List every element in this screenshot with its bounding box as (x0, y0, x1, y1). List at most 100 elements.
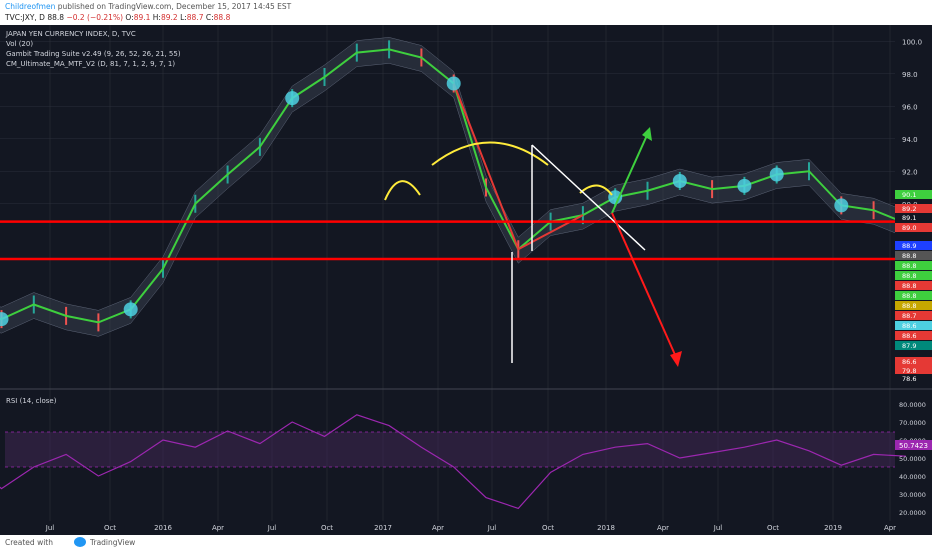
price-label: 88.8 (902, 262, 916, 270)
price-layer (0, 37, 907, 337)
x-tick-label: Oct (767, 524, 779, 532)
publish-header: Childreofmen published on TradingView.co… (0, 0, 932, 25)
price-label: 88.7 (902, 312, 916, 320)
price-change: −0.2 (−0.21%) (66, 13, 123, 22)
signal-marker (769, 167, 784, 182)
y-tick-label: 92.0 (902, 168, 918, 176)
price-label-badge (895, 291, 932, 300)
price-label: 88.8 (902, 272, 916, 280)
price-label-badge (895, 311, 932, 320)
legend-cm-ma: CM_Ultimate_MA_MTF_V2 (D, 81, 7, 1, 2, 9… (6, 60, 175, 68)
ohlc-line: TVC:JXY, D 88.8 −0.2 (−0.21%) O:89.1 H:8… (5, 13, 230, 22)
x-tick-label: Apr (212, 524, 224, 532)
price-label: 88.8 (902, 252, 916, 260)
x-tick-label: Jul (713, 524, 723, 532)
author-link[interactable]: Childreofmen (5, 2, 56, 11)
price-label: 89.2 (902, 205, 916, 213)
price-label-badge (895, 223, 932, 232)
price-label-badge (895, 331, 932, 340)
price-label: 88.8 (902, 282, 916, 290)
signal-marker (446, 76, 461, 91)
grid-lines (0, 25, 895, 521)
price-label-badge (895, 366, 932, 375)
close-value: 88.8 (213, 13, 231, 22)
x-tick-label: 2017 (374, 524, 392, 532)
published-text: published on TradingView.com, December 1… (55, 2, 292, 11)
low-label: L: (180, 13, 187, 22)
rsi-tick-label: 50.0000 (899, 455, 926, 463)
y-tick-label: 96.0 (902, 103, 918, 111)
rsi-current-label: 50.7423 (899, 442, 928, 450)
rsi-series (0, 414, 906, 510)
open-value: 89.1 (133, 13, 151, 22)
price-pane-background (0, 25, 932, 535)
legend-gambit: Gambit Trading Suite v2.49 (9, 26, 52, 2… (6, 50, 181, 58)
publish-line: Childreofmen published on TradingView.co… (5, 2, 291, 11)
bearish-arrow (611, 212, 677, 358)
x-tick-label: Jul (45, 524, 55, 532)
bearish-arrowhead (670, 351, 682, 367)
price-label-badge (895, 261, 932, 270)
low-value: 88.7 (186, 13, 204, 22)
rsi-current-badge (895, 440, 932, 450)
time-axis: Jul Oct 2016 Apr Jul Oct 2017 Apr Jul Oct 2018 Apr J… (45, 524, 896, 532)
x-tick-label: Oct (321, 524, 333, 532)
x-tick-label: Apr (884, 524, 896, 532)
open-label: O: (125, 13, 134, 22)
rsi-pane: RSI (14, close) 80.000070.000060.000050.… (0, 397, 932, 517)
y-tick-label: 98.0 (902, 71, 918, 79)
signal-marker (834, 198, 849, 213)
price-label-badge (895, 190, 932, 199)
tradingview-brand[interactable]: TradingView (90, 538, 136, 547)
price-label-badge (895, 357, 932, 366)
price-label-badge (895, 251, 932, 260)
price-label-badge (895, 301, 932, 310)
bullish-arrowhead (642, 127, 652, 141)
x-tick-label: Apr (657, 524, 669, 532)
price-label: 86.6 (902, 358, 916, 366)
indicator-legend: JAPAN YEN CURRENCY INDEX, D, TVC Vol (20… (5, 30, 181, 68)
price-label: 88.8 (902, 292, 916, 300)
ma-line-red (452, 83, 584, 251)
signal-marker (123, 302, 138, 317)
signal-marker (737, 178, 752, 193)
legend-volume: Vol (20) (6, 40, 33, 48)
left-shoulder-arc (384, 180, 421, 201)
close-label: C: (205, 13, 214, 22)
price-label-badge (895, 321, 932, 330)
x-tick-label: Oct (542, 524, 554, 532)
right-shoulder-arc (579, 184, 613, 196)
price-label: 90.1 (902, 191, 916, 199)
price-label: 88.8 (902, 302, 916, 310)
x-tick-label: 2018 (597, 524, 615, 532)
price-label-badge (895, 241, 932, 250)
price-label-badge (895, 213, 932, 222)
y-tick-label: 94.0 (902, 136, 918, 144)
rsi-band (5, 432, 895, 467)
rsi-line (0, 414, 906, 510)
price-labels: 90.1 89.289.1 89.0 88.9 88.8 88.8 88.8 88.8 88.8… (895, 190, 932, 383)
legend-title: JAPAN YEN CURRENCY INDEX, D, TVC (5, 30, 136, 38)
price-label-badge (895, 374, 932, 383)
signal-marker (0, 312, 9, 327)
trend-line (531, 144, 646, 251)
rsi-tick-label: 40.0000 (899, 473, 926, 481)
rsi-tick-label: 70.0000 (899, 419, 926, 427)
tradingview-logo-icon (74, 537, 86, 547)
price-label-badge (895, 281, 932, 290)
signal-marker (672, 174, 687, 188)
chart-svg[interactable]: JAPAN YEN CURRENCY INDEX, D, TVC Vol (20… (0, 25, 932, 535)
price-label-badge (895, 341, 932, 350)
price-label-badge (895, 204, 932, 213)
high-value: 89.2 (160, 13, 178, 22)
footer: Created with TradingView (0, 535, 932, 550)
x-tick-label: 2016 (154, 524, 172, 532)
created-with: Created with (5, 538, 53, 547)
price-label: 88.6 (902, 322, 916, 330)
bullish-arrow (611, 132, 649, 214)
rsi-tick-label: 30.0000 (899, 491, 926, 499)
x-tick-label: Jul (487, 524, 497, 532)
signal-marker (285, 91, 300, 106)
annotation-layer (0, 127, 895, 367)
